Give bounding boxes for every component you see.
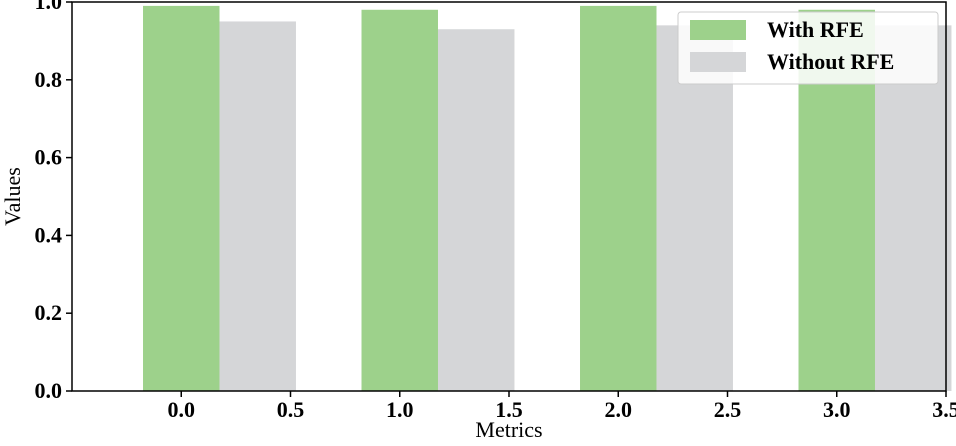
x-tick-label: 2.0 bbox=[605, 397, 633, 422]
bar-without-rfe-1 bbox=[438, 29, 514, 391]
y-tick-label: 1.0 bbox=[35, 0, 63, 14]
y-tick-label: 0.2 bbox=[35, 300, 63, 325]
legend: With RFE Without RFE bbox=[678, 12, 938, 84]
x-tick-label: 1.0 bbox=[386, 397, 414, 422]
bar-with-rfe-0 bbox=[143, 6, 219, 391]
x-tick-label: 0.0 bbox=[168, 397, 196, 422]
x-tick-label: 3.0 bbox=[823, 397, 851, 422]
y-tick-label: 0.6 bbox=[35, 145, 63, 170]
y-tick-label: 0.8 bbox=[35, 67, 63, 92]
y-axis: 0.0 0.2 0.4 0.6 0.8 1.0 bbox=[35, 0, 73, 403]
x-tick-label: 2.5 bbox=[714, 397, 742, 422]
y-axis-label: Values bbox=[0, 167, 25, 226]
bar-with-rfe-1 bbox=[362, 10, 438, 391]
y-tick-label: 0.0 bbox=[35, 378, 63, 403]
y-tick-label: 0.4 bbox=[35, 222, 63, 247]
bar-without-rfe-0 bbox=[219, 21, 295, 391]
legend-label-without-rfe: Without RFE bbox=[767, 49, 894, 74]
x-axis-label: Metrics bbox=[475, 417, 542, 441]
legend-swatch-without-rfe bbox=[690, 52, 746, 72]
x-tick-label: 0.5 bbox=[277, 397, 305, 422]
bar-with-rfe-2 bbox=[580, 6, 656, 391]
legend-swatch-with-rfe bbox=[690, 20, 746, 40]
legend-label-with-rfe: With RFE bbox=[767, 17, 864, 42]
x-tick-label: 3.5 bbox=[932, 397, 956, 422]
